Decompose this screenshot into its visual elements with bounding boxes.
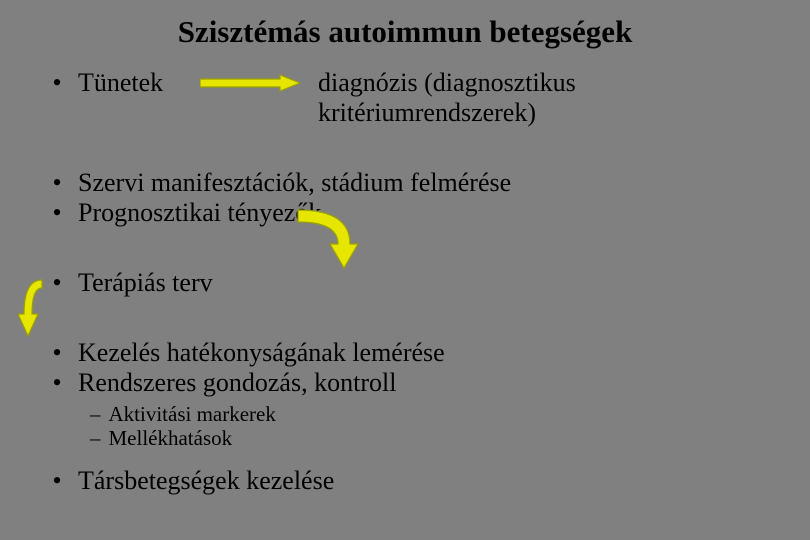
sub-text: Aktivitási markerek [109, 402, 276, 426]
bullet-dot: • [50, 368, 64, 398]
bullet-text: Kezelés hatékonyságának lemérése [78, 338, 445, 368]
bullet-rendszeres: • Rendszeres gondozás, kontroll [50, 368, 396, 398]
bullet-tarsbetegseg: • Társbetegségek kezelése [50, 466, 334, 496]
bullet-text: Prognosztikai tényezők [78, 198, 321, 228]
diagnosis-line1: diagnózis (diagnosztikus [318, 68, 576, 98]
bullet-dot: • [50, 268, 64, 298]
bullet-tunetek: • Tünetek [50, 68, 163, 98]
sub-aktivitasi: – Aktivitási markerek [90, 402, 276, 426]
sub-text: Mellékhatások [109, 426, 233, 450]
bullet-dot: • [50, 198, 64, 228]
down-curved-arrow-icon [290, 208, 360, 276]
bullet-terapias: • Terápiás terv [50, 268, 213, 298]
bullet-dot: • [50, 168, 64, 198]
bullet-szervi: • Szervi manifesztációk, stádium felméré… [50, 168, 511, 198]
bullet-text: Szervi manifesztációk, stádium felmérése [78, 168, 511, 198]
sub-dash: – [90, 426, 101, 450]
bullet-kezeles: • Kezelés hatékonyságának lemérése [50, 338, 445, 368]
bullet-dot: • [50, 338, 64, 368]
bullet-text: Rendszeres gondozás, kontroll [78, 368, 396, 398]
down-curved-arrow-small-icon [18, 278, 50, 342]
bullet-dot: • [50, 466, 64, 496]
diagnosis-line2: kritériumrendszerek) [318, 98, 576, 128]
slide-title: Szisztémás autoimmun betegségek [0, 14, 810, 50]
bullet-prognosztikai: • Prognosztikai tényezők [50, 198, 321, 228]
bullet-text: Társbetegségek kezelése [78, 466, 334, 496]
bullet-text: Terápiás terv [78, 268, 213, 298]
diagnosis-text: diagnózis (diagnosztikus kritériumrendsz… [318, 68, 576, 128]
bullet-dot: • [50, 68, 64, 98]
bullet-text: Tünetek [78, 68, 163, 98]
sub-dash: – [90, 402, 101, 426]
sub-mellekhatasok: – Mellékhatások [90, 426, 232, 450]
right-arrow-icon [200, 73, 300, 93]
